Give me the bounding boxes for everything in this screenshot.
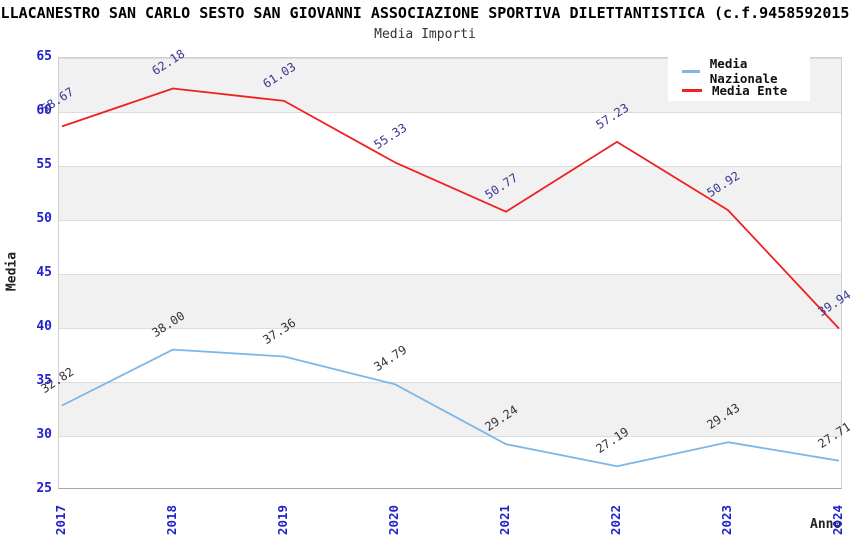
chart-subtitle: Media Importi <box>374 27 476 42</box>
x-tick-label: 2020 <box>386 504 401 536</box>
y-tick-label: 40 <box>36 319 52 334</box>
plot-svg <box>61 87 840 468</box>
x-tick-label: 2021 <box>497 504 512 536</box>
y-tick-label: 55 <box>36 157 52 172</box>
plot-area <box>58 57 842 489</box>
y-tick-label: 60 <box>36 103 52 118</box>
y-tick-label: 35 <box>36 373 52 388</box>
x-axis-title: Anno <box>810 517 842 532</box>
legend: Media Nazionale Media Ente <box>668 56 810 101</box>
chart-title: PALLACANESTRO SAN CARLO SESTO SAN GIOVAN… <box>0 4 850 22</box>
x-tick-label: 2019 <box>275 504 290 536</box>
y-tick-label: 65 <box>36 49 52 64</box>
media-ente-swatch <box>682 88 702 92</box>
legend-label-media-ente: Media Ente <box>712 82 788 98</box>
legend-item-media-nazionale: Media Nazionale <box>682 56 810 86</box>
x-tick-label: 2024 <box>830 504 845 536</box>
media-nazionale-swatch <box>682 69 700 73</box>
y-tick-label: 45 <box>36 265 52 280</box>
legend-item-media-ente: Media Ente <box>682 82 810 98</box>
y-tick-label: 30 <box>36 427 52 442</box>
y-tick-label: 25 <box>36 481 52 496</box>
y-tick-label: 50 <box>36 211 52 226</box>
legend-label-media-nazionale: Media Nazionale <box>709 56 778 86</box>
x-tick-label: 2017 <box>53 504 68 536</box>
x-tick-label: 2018 <box>164 504 179 536</box>
x-tick-label: 2022 <box>608 504 623 536</box>
media-nazionale-line <box>61 348 840 468</box>
x-tick-label: 2023 <box>719 504 734 536</box>
media-ente-line <box>61 87 840 330</box>
